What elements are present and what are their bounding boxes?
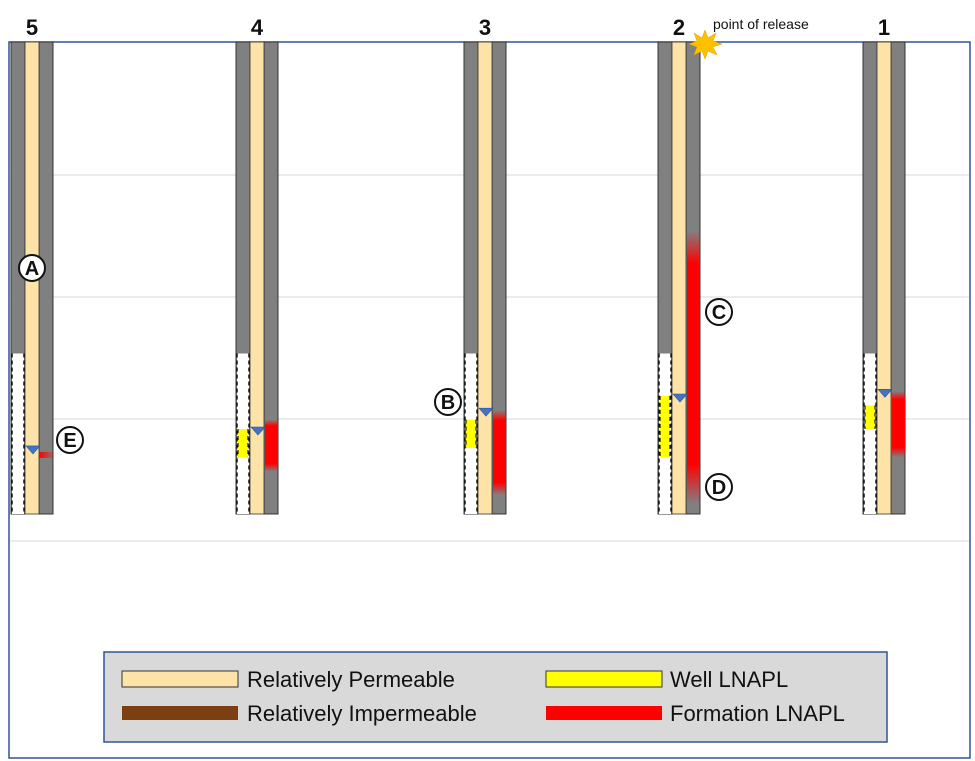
legend-swatch-well-lnapl <box>545 670 663 688</box>
legend-label-permeable: Relatively Permeable <box>247 667 455 692</box>
well-2-water-level-marker <box>672 393 688 403</box>
well-5-label: 5 <box>26 15 38 40</box>
svg-text:A: A <box>25 258 39 280</box>
well-5-screen <box>12 353 24 514</box>
well-1-well-lnapl <box>865 405 875 430</box>
legend-label-impermeable: Relatively Impermeable <box>247 701 477 726</box>
svg-text:C: C <box>712 302 726 324</box>
svg-text:D: D <box>712 477 726 499</box>
annotation-C: C <box>705 298 733 326</box>
svg-text:E: E <box>63 430 76 452</box>
well-1-permeable-core <box>876 41 892 515</box>
well-1-label: 1 <box>878 15 890 40</box>
legend-swatch-formation-lnapl <box>546 706 662 720</box>
well-2-well-lnapl <box>660 396 670 458</box>
well-3-permeable-core <box>477 41 493 515</box>
well-1-water-level-marker <box>877 388 893 398</box>
annotation-D: D <box>705 473 733 501</box>
annotation-B: B <box>434 388 462 416</box>
well-3-formation-lnapl <box>493 410 506 496</box>
well-3-label: 3 <box>479 15 491 40</box>
legend-label-formation-lnapl: Formation LNAPL <box>670 701 845 726</box>
well-2-permeable-core <box>671 41 687 515</box>
annotation-A: A <box>18 254 46 282</box>
well-1-screen <box>864 353 876 514</box>
annotation-E: E <box>56 426 84 454</box>
well-4-permeable-core <box>249 41 265 515</box>
well-2-label: 2 <box>673 15 685 40</box>
legend-swatch-permeable <box>121 670 239 688</box>
well-4-well-lnapl <box>238 429 248 458</box>
svg-text:B: B <box>441 392 455 414</box>
legend-label-well-lnapl: Well LNAPL <box>670 667 788 692</box>
legend-swatch-impermeable <box>122 706 238 720</box>
well-5-formation-lnapl <box>39 451 53 458</box>
well-5-water-level-marker <box>25 445 41 455</box>
well-4-water-level-marker <box>250 426 266 436</box>
well-3-well-lnapl <box>466 419 476 448</box>
release-burst-icon <box>688 29 723 60</box>
legend: Relatively Permeable Well LNAPL Relative… <box>103 651 888 743</box>
wells: 5 4 3 2 1 <box>10 15 906 515</box>
well-1-formation-lnapl <box>892 391 905 458</box>
legend-box <box>103 651 888 743</box>
release-label: point of release <box>713 16 809 32</box>
well-4-formation-lnapl <box>265 419 278 472</box>
well-4-label: 4 <box>251 15 264 40</box>
well-3-water-level-marker <box>478 407 494 417</box>
well-2-formation-lnapl <box>687 230 700 505</box>
